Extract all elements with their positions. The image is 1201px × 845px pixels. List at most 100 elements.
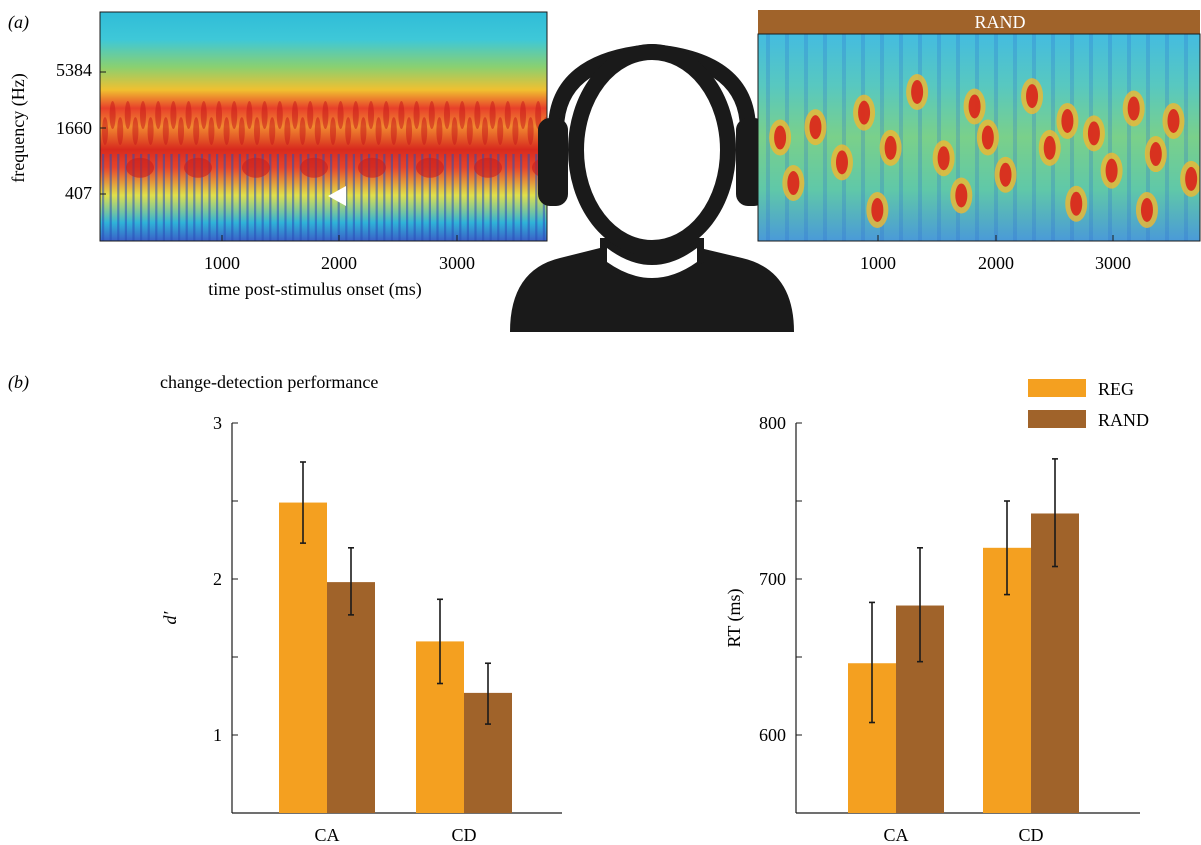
spectrogram-stripe	[444, 153, 447, 241]
spectrogram-peak	[352, 101, 359, 130]
spectrogram-stripe	[497, 153, 500, 241]
spectrogram-peak	[132, 117, 139, 146]
spectrogram-peak	[390, 117, 397, 146]
spectrogram-peak	[416, 157, 444, 178]
x-tick-label: CD	[1018, 825, 1043, 845]
legend-swatch-reg	[1028, 379, 1086, 397]
spectrogram-peak	[451, 117, 458, 146]
spectrogram-peak	[968, 94, 981, 119]
spectrogram-peak	[937, 146, 950, 171]
spectrogram-peak	[911, 79, 924, 104]
spectrogram-stripe	[1184, 34, 1188, 241]
spectrogram-stripe	[535, 153, 538, 241]
legend: REG RAND	[1028, 379, 1149, 430]
spectrogram-stripe	[766, 34, 770, 241]
spectrogram-peak	[184, 157, 212, 178]
spectrogram-stripe	[109, 153, 112, 241]
spectrogram-stripe	[178, 153, 181, 241]
spectrogram-peak	[1061, 108, 1074, 133]
spectrogram-peak	[809, 115, 822, 140]
spectrogram-peak	[474, 157, 502, 178]
spectrogram-stripe	[421, 153, 424, 241]
spectrogram-stripe	[474, 153, 477, 241]
spectrogram-peak	[884, 135, 897, 160]
spectrogram-stripe	[102, 153, 105, 241]
spectrogram-stripe	[375, 153, 378, 241]
spectrogram-peak	[300, 157, 328, 178]
spectrogram-stripe	[1146, 34, 1150, 241]
spectrogram-peak	[999, 162, 1012, 187]
spectrogram-stripe	[937, 34, 941, 241]
spectrogram-peak	[117, 117, 124, 146]
right-spectrogram-xtick-2000: 2000	[978, 253, 1014, 273]
spectrogram-peak	[383, 101, 390, 130]
spectrogram-stripe	[269, 153, 272, 241]
spectrogram-peak	[358, 157, 386, 178]
spectrogram-peak	[482, 117, 488, 146]
spectrogram-peak	[216, 101, 222, 130]
legend-label-rand: RAND	[1098, 410, 1149, 430]
spectrogram-peak	[1087, 121, 1100, 146]
spectrogram-peak	[276, 101, 283, 130]
right-spectrogram-xtick-1000: 1000	[860, 253, 896, 273]
spectrogram-stripe	[1070, 34, 1074, 241]
left-spectrogram-ytick-1660: 1660	[56, 118, 92, 138]
spectrogram-stripe	[345, 153, 348, 241]
spectrogram-peak	[428, 101, 435, 130]
spectrogram-peak	[497, 117, 504, 146]
spectrogram-stripe	[520, 153, 523, 241]
spectrogram-peak	[155, 101, 162, 130]
spectrogram-peak	[185, 101, 192, 130]
spectrogram-stripe	[299, 153, 302, 241]
spectrogram-peak	[322, 101, 329, 130]
spectrogram-peak	[261, 101, 268, 130]
spectrogram-peak	[406, 117, 412, 146]
bar-rand-ca	[327, 582, 375, 813]
spectrogram-stripe	[899, 34, 903, 241]
spectrogram-peak	[981, 125, 994, 150]
spectrogram-stripe	[117, 153, 120, 241]
spectrogram-stripe	[1165, 34, 1169, 241]
spectrogram-peak	[955, 183, 968, 208]
y-axis-label: RT (ms)	[724, 588, 745, 647]
legend-swatch-rand	[1028, 410, 1086, 428]
spectrogram-stripe	[284, 153, 287, 241]
spectrogram-stripe	[208, 153, 211, 241]
spectrogram-stripe	[216, 153, 219, 241]
listener-with-headphones-icon	[510, 43, 794, 332]
spectrogram-peak	[314, 117, 321, 146]
spectrogram-peak	[254, 117, 260, 146]
spectrogram-peak	[871, 197, 884, 222]
spectrogram-stripe	[132, 153, 135, 241]
right-spectrogram-xtick-3000: 3000	[1095, 253, 1131, 273]
spectrogram-stripe	[1127, 34, 1131, 241]
spectrogram-peak	[527, 117, 534, 146]
spectrogram-peak	[284, 117, 291, 146]
spectrogram-peak	[504, 101, 511, 130]
spectrogram-peak	[1105, 158, 1118, 183]
spectrogram-stripe	[276, 153, 279, 241]
spectrogram-peak	[858, 100, 871, 125]
x-tick-label: CA	[883, 825, 908, 845]
spectrogram-peak	[246, 101, 253, 130]
spectrogram-peak	[774, 125, 787, 150]
spectrogram-peak	[109, 101, 116, 130]
spectrogram-peak	[200, 101, 207, 130]
spectrogram-peak	[337, 101, 344, 130]
spectrogram-stripe	[1013, 34, 1017, 241]
spectrogram-peak	[368, 101, 374, 130]
spectrogram-stripe	[360, 153, 363, 241]
rt-bar-chart: 600 700 800 RT (ms) CA CD	[724, 413, 1140, 845]
spectrogram-peak	[208, 117, 215, 146]
spectrogram-stripe	[200, 153, 203, 241]
spectrogram-peak	[345, 117, 352, 146]
panel-a-label: (a)	[8, 12, 29, 33]
spectrogram-peak	[787, 171, 800, 196]
spectrogram-stripe	[918, 34, 922, 241]
left-spectrogram-xtick-2000: 2000	[321, 253, 357, 273]
spectrogram-peak	[330, 117, 336, 146]
spectrogram-stripe	[147, 153, 150, 241]
spectrogram-peak	[835, 150, 848, 175]
spectrogram-stripe	[1108, 34, 1112, 241]
